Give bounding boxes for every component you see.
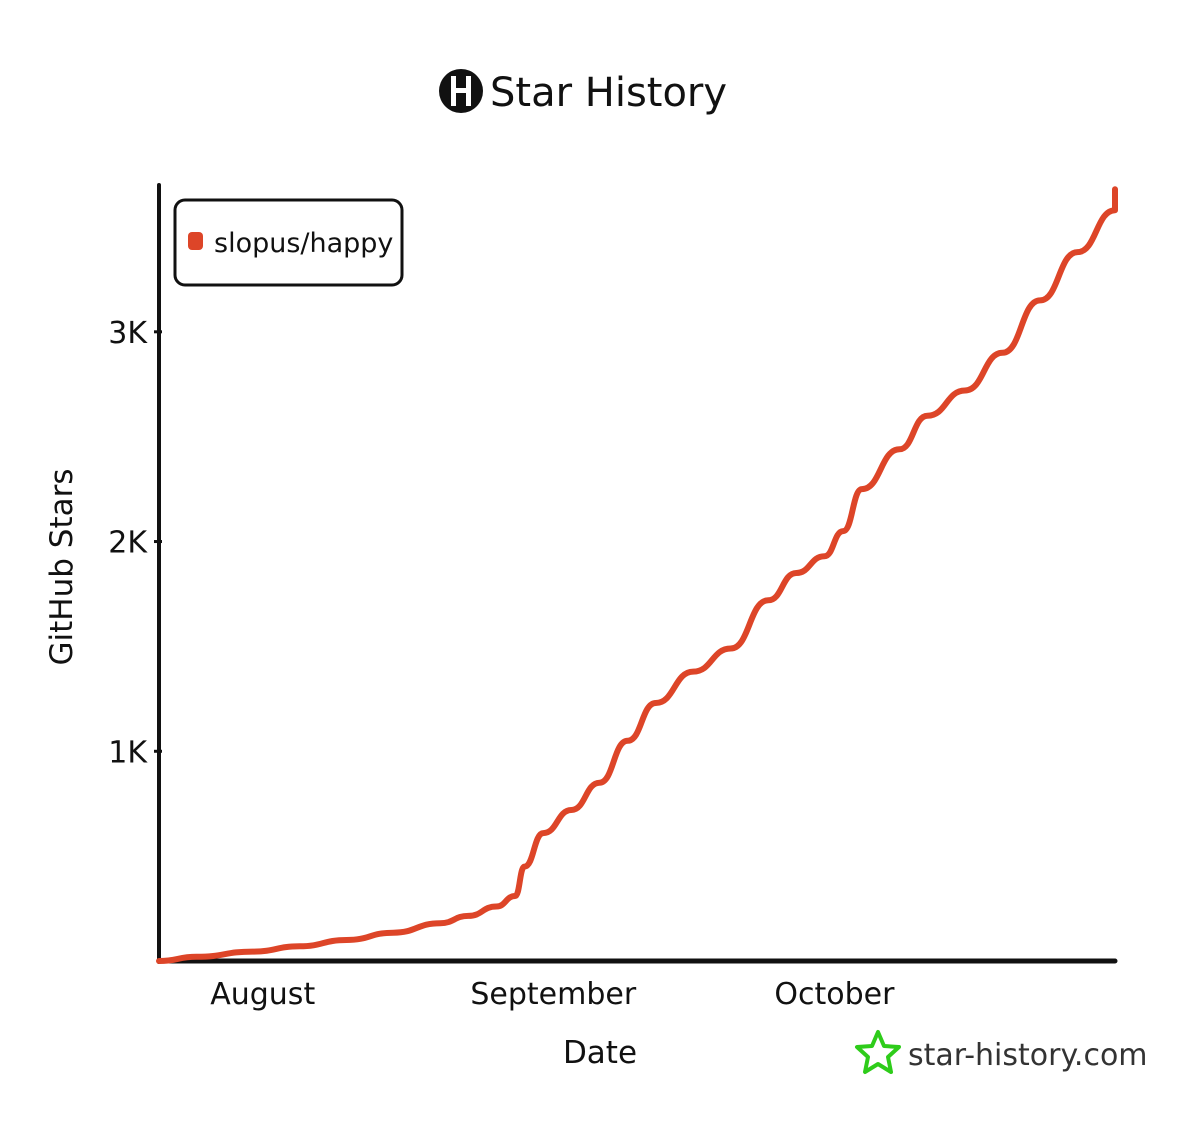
axes (156, 183, 1118, 964)
x-tick-label: August (210, 977, 315, 1012)
x-axis-title: Date (563, 1035, 637, 1071)
legend-box (173, 198, 404, 287)
chart-title: Star History (490, 70, 727, 116)
series-line-slopus-happy (156, 186, 1118, 964)
y-axis-title: GitHub Stars (44, 468, 80, 665)
x-tick-label: September (470, 977, 636, 1012)
y-axis-ticks: 1K 2K 3K (108, 316, 162, 770)
legend: slopus/happy (173, 198, 404, 287)
y-tick-label: 2K (108, 526, 148, 561)
y-tick-label: 1K (108, 735, 148, 770)
legend-label: slopus/happy (214, 228, 393, 259)
chart-header: Star History (439, 69, 727, 116)
y-tick-label: 3K (108, 316, 148, 351)
legend-swatch (188, 232, 203, 250)
star-history-logo-icon (439, 69, 483, 113)
x-tick-label: October (774, 977, 895, 1012)
series-layer (156, 186, 1118, 964)
watermark: star-history.com (855, 1030, 1148, 1074)
x-axis-ticks: August September October (210, 977, 895, 1012)
watermark-text: star-history.com (908, 1038, 1148, 1073)
star-icon (855, 1030, 901, 1074)
